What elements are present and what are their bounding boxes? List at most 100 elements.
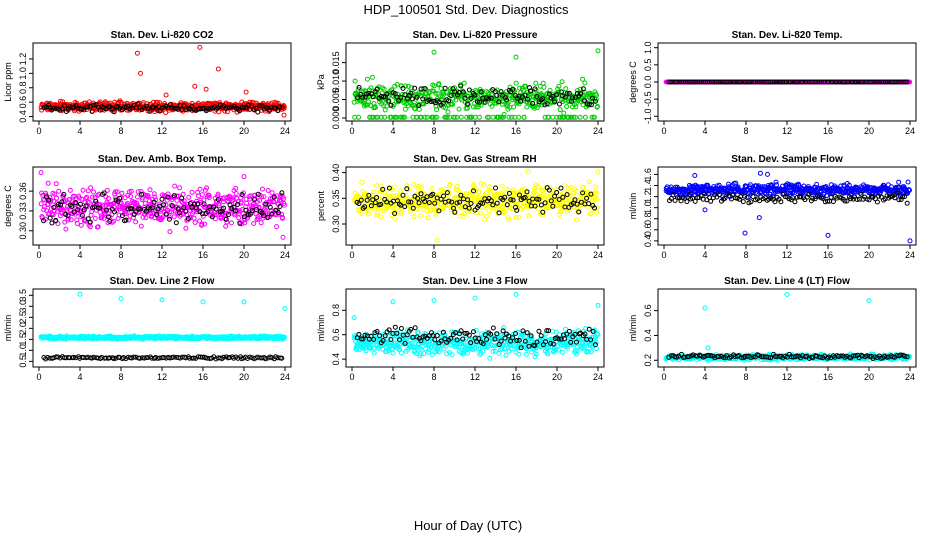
x-tick-label: 24 <box>905 250 915 260</box>
data-point-black <box>169 105 175 111</box>
data-point <box>433 213 439 219</box>
data-point <box>163 110 169 116</box>
x-tick-label: 16 <box>511 126 521 136</box>
data-point-black <box>111 109 117 115</box>
outlier-point <box>241 174 247 180</box>
data-point <box>372 105 378 110</box>
outlier-point <box>692 173 698 178</box>
data-point <box>500 114 506 120</box>
data-point <box>197 186 203 192</box>
data-point <box>189 189 195 195</box>
panel-title: Stan. Dev. Line 3 Flow <box>423 276 528 287</box>
data-point <box>564 104 570 109</box>
outlier-point <box>765 171 770 177</box>
data-point <box>411 214 417 220</box>
data-point <box>80 187 86 193</box>
outlier-point <box>431 49 437 55</box>
data-point <box>566 114 572 120</box>
data-point <box>378 214 384 220</box>
x-tick-label: 0 <box>661 126 666 136</box>
outlier-point <box>38 170 44 176</box>
x-tick-label: 8 <box>431 250 436 260</box>
data-point-black <box>370 94 376 100</box>
data-point <box>183 225 189 231</box>
data-point-black <box>105 104 111 110</box>
data-point <box>524 104 530 110</box>
data-point <box>905 179 911 185</box>
data-point <box>476 114 482 120</box>
data-point-black <box>259 103 265 109</box>
data-point <box>556 83 562 89</box>
panel-title: Stan. Dev. Li-820 CO2 <box>111 30 214 41</box>
x-tick-label: 24 <box>280 126 290 136</box>
data-point-black <box>402 92 408 98</box>
x-tick-label: 12 <box>157 126 167 136</box>
data-point <box>452 114 458 120</box>
x-tick-label: 16 <box>511 372 521 382</box>
data-point <box>258 220 264 226</box>
data-point-black <box>498 89 504 95</box>
data-point <box>56 188 62 194</box>
data-point-black <box>189 103 195 109</box>
outlier-point <box>45 180 51 186</box>
y-tick-label: 0.010 <box>331 70 341 93</box>
x-tick-label: 12 <box>782 126 792 136</box>
data-point <box>586 179 592 185</box>
data-point-black <box>384 91 390 97</box>
outlier-point <box>203 86 209 92</box>
outlier-point <box>595 48 601 54</box>
data-point <box>526 213 532 219</box>
outlier-point <box>280 234 286 240</box>
data-point-black <box>147 108 153 114</box>
data-point-black <box>426 97 432 103</box>
data-point <box>520 87 526 93</box>
outlier-point <box>200 299 206 305</box>
data-point-black <box>416 103 422 108</box>
data-point <box>381 103 387 109</box>
data-point-black <box>47 215 53 221</box>
data-point-black <box>578 91 584 97</box>
x-tick-label: 12 <box>470 126 480 136</box>
panel-title: Stan. Dev. Li-820 Pressure <box>413 30 538 41</box>
data-point-black <box>229 104 235 110</box>
data-point-black <box>382 94 388 100</box>
x-tick-label: 24 <box>593 126 603 136</box>
data-point-black <box>504 97 510 103</box>
data-point-black <box>462 95 468 101</box>
y-axis-label: ml/min <box>3 315 13 342</box>
data-point <box>435 91 441 97</box>
x-tick-label: 8 <box>743 126 748 136</box>
data-point-black <box>540 96 546 102</box>
y-tick-label: 0.36 <box>18 182 28 200</box>
data-point-black <box>221 103 227 109</box>
y-tick-label: 0.6 <box>18 96 28 109</box>
data-point <box>499 183 505 189</box>
data-point-black <box>552 99 557 105</box>
data-point <box>365 102 371 108</box>
data-point <box>585 205 591 211</box>
panel-title: Stan. Dev. Line 2 Flow <box>110 276 215 287</box>
data-point <box>594 92 599 98</box>
data-point <box>509 114 515 120</box>
data-point <box>489 103 495 109</box>
outlier-point <box>525 169 531 174</box>
x-tick-label: 24 <box>905 126 915 136</box>
data-point-black <box>528 88 533 94</box>
data-point-black <box>279 105 285 111</box>
outlier-point <box>434 238 440 243</box>
y-axis-label: ml/min <box>628 193 638 220</box>
data-point <box>78 222 84 228</box>
data-point-black <box>159 196 165 202</box>
x-tick-label: 4 <box>390 126 395 136</box>
panel-title: Stan. Dev. Gas Stream RH <box>413 154 536 165</box>
data-point-black <box>355 95 361 101</box>
data-point <box>382 107 388 113</box>
y-axis-label: Licor ppm <box>3 62 13 102</box>
data-point <box>589 114 595 120</box>
panel-title: Stan. Dev. Amb. Box Temp. <box>98 154 226 165</box>
data-point <box>174 198 180 203</box>
data-point <box>265 188 271 193</box>
x-tick-label: 4 <box>77 372 82 382</box>
y-tick-label: 0.6 <box>331 328 341 341</box>
